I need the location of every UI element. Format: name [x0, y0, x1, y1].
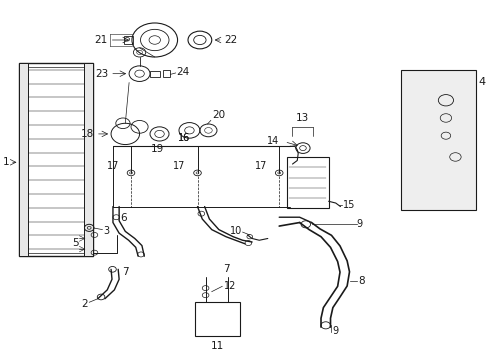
- Bar: [20, 63, 93, 256]
- Text: 16: 16: [177, 133, 189, 143]
- Text: 21: 21: [94, 35, 107, 45]
- Text: 9: 9: [356, 219, 362, 229]
- Text: 9: 9: [331, 326, 337, 336]
- Bar: [400, 70, 475, 210]
- Text: 17: 17: [173, 161, 185, 171]
- Text: 15: 15: [342, 200, 354, 210]
- Bar: [163, 70, 170, 77]
- Text: 5: 5: [72, 238, 79, 248]
- Text: 17: 17: [254, 161, 267, 171]
- Bar: [123, 36, 133, 44]
- Text: 22: 22: [224, 35, 237, 45]
- Text: 11: 11: [211, 341, 224, 351]
- Text: 24: 24: [176, 67, 189, 77]
- Text: 12: 12: [223, 281, 236, 291]
- Text: 6: 6: [121, 213, 127, 223]
- Text: 1: 1: [3, 157, 10, 167]
- Text: 23: 23: [95, 69, 108, 79]
- Text: 7: 7: [222, 264, 229, 274]
- Text: 17: 17: [106, 161, 119, 171]
- Bar: [150, 71, 160, 77]
- Text: 13: 13: [295, 113, 308, 123]
- Text: 14: 14: [267, 136, 279, 146]
- Text: 18: 18: [81, 129, 94, 139]
- Text: 16: 16: [177, 133, 189, 143]
- Bar: [286, 157, 328, 208]
- Text: 4: 4: [477, 77, 485, 87]
- Bar: [195, 302, 240, 336]
- Text: 19: 19: [150, 144, 163, 154]
- Text: 8: 8: [357, 276, 364, 286]
- Bar: [20, 63, 28, 256]
- Text: 20: 20: [212, 110, 225, 120]
- Text: 7: 7: [122, 267, 128, 277]
- Bar: [84, 63, 93, 256]
- Text: 3: 3: [103, 226, 109, 236]
- Text: 10: 10: [230, 226, 242, 237]
- Text: 2: 2: [81, 299, 88, 309]
